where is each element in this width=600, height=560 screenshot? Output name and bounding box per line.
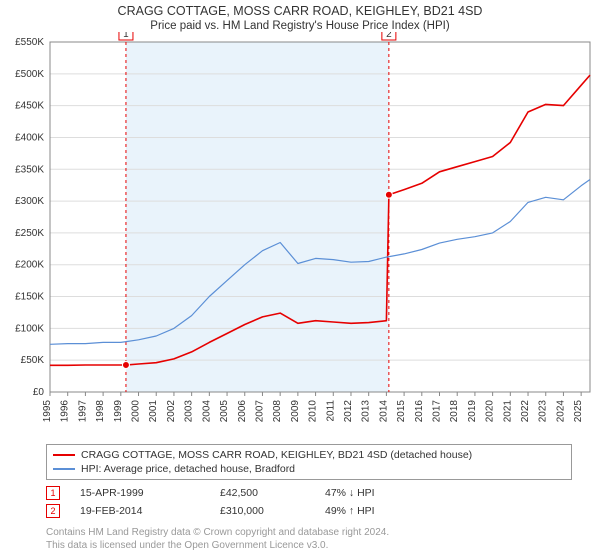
line-chart-svg: £0 £50K £100K £150K £200K £250K £300K £350K £400… [0,32,600,432]
event-date: 15-APR-1999 [80,484,220,502]
svg-text:2007: 2007 [254,400,265,423]
event-badge-1: 1 [46,486,60,500]
event-row: 2 19-FEB-2014 £310,000 49% ↑ HPI [46,502,375,520]
svg-text:2013: 2013 [361,400,372,423]
legend-item-hpi: HPI: Average price, detached house, Brad… [53,462,565,476]
event-badge-2: 2 [46,504,60,518]
svg-text:2004: 2004 [201,400,212,423]
svg-text:2020: 2020 [485,400,496,423]
svg-text:2019: 2019 [467,400,478,423]
event-price: £42,500 [220,484,325,502]
credits-line-2: This data is licensed under the Open Gov… [46,539,389,552]
svg-text:1997: 1997 [77,400,88,423]
svg-text:2018: 2018 [449,400,460,423]
svg-text:£250K: £250K [15,228,44,239]
credits-line-1: Contains HM Land Registry data © Crown c… [46,526,389,539]
chart-title: CRAGG COTTAGE, MOSS CARR ROAD, KEIGHLEY,… [0,0,600,18]
legend-box: CRAGG COTTAGE, MOSS CARR ROAD, KEIGHLEY,… [46,444,572,480]
svg-text:2012: 2012 [343,400,354,423]
svg-text:2017: 2017 [432,400,443,423]
svg-text:1996: 1996 [60,400,71,423]
svg-text:£550K: £550K [15,37,44,48]
event-price: £310,000 [220,502,325,520]
svg-text:£400K: £400K [15,132,44,143]
svg-text:2024: 2024 [555,400,566,423]
svg-text:£300K: £300K [15,196,44,207]
svg-text:£50K: £50K [21,355,45,366]
svg-text:£0: £0 [33,387,45,398]
svg-text:2008: 2008 [272,400,283,423]
event-list: 1 15-APR-1999 £42,500 47% ↓ HPI 2 19-FEB… [46,484,375,520]
svg-text:2021: 2021 [502,400,513,423]
svg-text:2001: 2001 [148,400,159,423]
svg-text:£200K: £200K [15,260,44,271]
svg-text:2025: 2025 [573,400,584,423]
svg-text:2014: 2014 [378,400,389,423]
svg-text:2002: 2002 [166,400,177,423]
svg-text:£100K: £100K [15,323,44,334]
svg-text:£500K: £500K [15,69,44,80]
svg-text:2016: 2016 [414,400,425,423]
svg-text:£150K: £150K [15,292,44,303]
legend-label-price-paid: CRAGG COTTAGE, MOSS CARR ROAD, KEIGHLEY,… [81,448,472,462]
chart-subtitle: Price paid vs. HM Land Registry's House … [0,18,600,32]
svg-text:2: 2 [386,32,392,40]
svg-text:2000: 2000 [131,400,142,423]
svg-text:£350K: £350K [15,164,44,175]
svg-text:1998: 1998 [95,400,106,423]
legend-swatch-price-paid [53,454,75,456]
svg-text:2006: 2006 [237,400,248,423]
svg-text:2015: 2015 [396,400,407,423]
svg-text:2003: 2003 [184,400,195,423]
svg-text:2005: 2005 [219,400,230,423]
svg-text:2022: 2022 [520,400,531,423]
event-row: 1 15-APR-1999 £42,500 47% ↓ HPI [46,484,375,502]
event-delta: 49% ↑ HPI [325,502,375,520]
legend-item-price-paid: CRAGG COTTAGE, MOSS CARR ROAD, KEIGHLEY,… [53,448,565,462]
svg-text:2023: 2023 [538,400,549,423]
chart-area: £0 £50K £100K £150K £200K £250K £300K £350K £400… [0,32,600,432]
svg-text:2009: 2009 [290,400,301,423]
event-date: 19-FEB-2014 [80,502,220,520]
svg-text:2010: 2010 [308,400,319,423]
credits: Contains HM Land Registry data © Crown c… [46,526,389,552]
svg-text:£450K: £450K [15,101,44,112]
svg-text:2011: 2011 [325,400,336,422]
legend-swatch-hpi [53,468,75,470]
svg-text:1995: 1995 [42,400,53,423]
svg-text:1999: 1999 [113,400,124,423]
svg-text:1: 1 [123,32,129,40]
legend-label-hpi: HPI: Average price, detached house, Brad… [81,462,295,476]
event-delta: 47% ↓ HPI [325,484,375,502]
